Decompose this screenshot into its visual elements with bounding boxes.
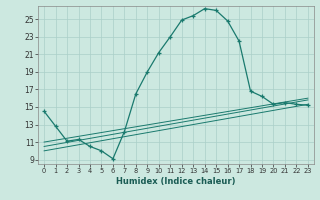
X-axis label: Humidex (Indice chaleur): Humidex (Indice chaleur) bbox=[116, 177, 236, 186]
